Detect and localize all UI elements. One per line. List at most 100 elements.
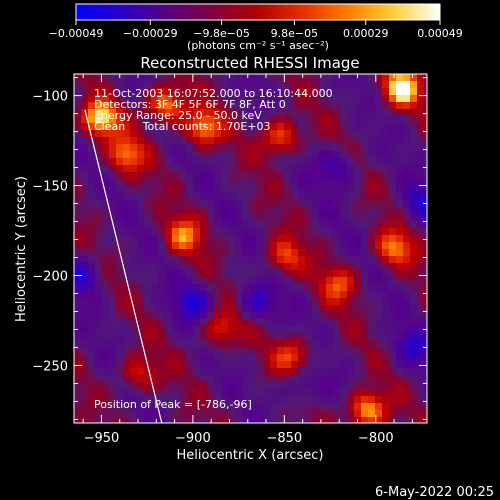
heatmap-cell: [137, 165, 144, 172]
heatmap-cell: [263, 228, 270, 235]
heatmap-cell: [151, 256, 158, 263]
heatmap-cell: [95, 228, 102, 235]
heatmap-cell: [179, 270, 186, 277]
heatmap-cell: [291, 277, 298, 284]
heatmap-cell: [354, 123, 361, 130]
heatmap-cell: [158, 179, 165, 186]
heatmap-cell: [144, 81, 151, 88]
heatmap-cell: [361, 81, 368, 88]
heatmap-cell: [263, 200, 270, 207]
heatmap-cell: [165, 305, 172, 312]
heatmap-cell: [123, 375, 130, 382]
heatmap-cell: [270, 235, 277, 242]
heatmap-cell: [186, 193, 193, 200]
heatmap-cell: [74, 249, 81, 256]
heatmap-cell: [214, 186, 221, 193]
heatmap-cell: [193, 109, 200, 116]
heatmap-cell: [221, 284, 228, 291]
heatmap-cell: [249, 389, 256, 396]
heatmap-cell: [165, 333, 172, 340]
heatmap-cell: [396, 207, 403, 214]
heatmap-cell: [235, 368, 242, 375]
heatmap-cell: [158, 249, 165, 256]
heatmap-cell: [347, 396, 354, 403]
heatmap-cell: [200, 305, 207, 312]
heatmap-cell: [179, 88, 186, 95]
heatmap-cell: [389, 396, 396, 403]
heatmap-cell: [424, 312, 427, 319]
heatmap-cell: [158, 214, 165, 221]
heatmap-cell: [319, 151, 326, 158]
heatmap-cell: [340, 375, 347, 382]
heatmap-cell: [382, 319, 389, 326]
heatmap-cell: [172, 333, 179, 340]
heatmap-cell: [403, 172, 410, 179]
heatmap-cell: [256, 410, 263, 417]
heatmap-cell: [130, 88, 137, 95]
heatmap-cell: [417, 347, 424, 354]
heatmap-cell: [81, 109, 88, 116]
heatmap-cell: [137, 263, 144, 270]
heatmap-cell: [228, 333, 235, 340]
heatmap-cell: [389, 186, 396, 193]
heatmap-cell: [389, 389, 396, 396]
heatmap-cell: [109, 102, 116, 109]
heatmap-cell: [354, 319, 361, 326]
heatmap-cell: [130, 123, 137, 130]
heatmap-cell: [200, 207, 207, 214]
heatmap-cell: [298, 228, 305, 235]
heatmap-cell: [361, 95, 368, 102]
heatmap-cell: [263, 151, 270, 158]
heatmap-cell: [361, 361, 368, 368]
heatmap-cell: [221, 214, 228, 221]
heatmap-cell: [354, 116, 361, 123]
heatmap-cell: [284, 214, 291, 221]
heatmap-cell: [319, 123, 326, 130]
heatmap-cell: [382, 172, 389, 179]
heatmap-cell: [347, 207, 354, 214]
heatmap-cell: [102, 95, 109, 102]
heatmap-cell: [228, 354, 235, 361]
heatmap-cell: [410, 368, 417, 375]
heatmap-cell: [298, 123, 305, 130]
heatmap-cell: [396, 165, 403, 172]
heatmap-cell: [179, 305, 186, 312]
heatmap-cell: [235, 158, 242, 165]
heatmap-cell: [130, 389, 137, 396]
heatmap-cell: [368, 382, 375, 389]
heatmap-cell: [354, 144, 361, 151]
heatmap-cell: [249, 214, 256, 221]
heatmap-cell: [116, 354, 123, 361]
heatmap-cell: [186, 340, 193, 347]
heatmap-cell: [298, 410, 305, 417]
heatmap-cell: [389, 326, 396, 333]
heatmap-cell: [410, 186, 417, 193]
heatmap-cell: [270, 130, 277, 137]
heatmap-cell: [74, 368, 81, 375]
heatmap-cell: [389, 116, 396, 123]
y-tick-label: −100: [32, 90, 68, 105]
heatmap-cell: [207, 95, 214, 102]
heatmap-cell: [319, 165, 326, 172]
heatmap-cell: [403, 403, 410, 410]
heatmap-cell: [102, 396, 109, 403]
heatmap-cell: [116, 291, 123, 298]
heatmap-cell: [305, 151, 312, 158]
heatmap-cell: [242, 207, 249, 214]
heatmap-cell: [249, 256, 256, 263]
heatmap-cell: [179, 95, 186, 102]
heatmap-cell: [179, 109, 186, 116]
heatmap-cell: [95, 319, 102, 326]
heatmap-cell: [424, 193, 427, 200]
heatmap-cell: [319, 417, 326, 423]
heatmap-cell: [74, 389, 81, 396]
heatmap-cell: [221, 298, 228, 305]
heatmap-cell: [284, 221, 291, 228]
heatmap-cell: [214, 389, 221, 396]
heatmap-cell: [116, 340, 123, 347]
heatmap-cell: [165, 123, 172, 130]
y-tick-label: −200: [32, 269, 68, 284]
heatmap-cell: [319, 298, 326, 305]
heatmap-cell: [256, 375, 263, 382]
heatmap-cell: [319, 81, 326, 88]
